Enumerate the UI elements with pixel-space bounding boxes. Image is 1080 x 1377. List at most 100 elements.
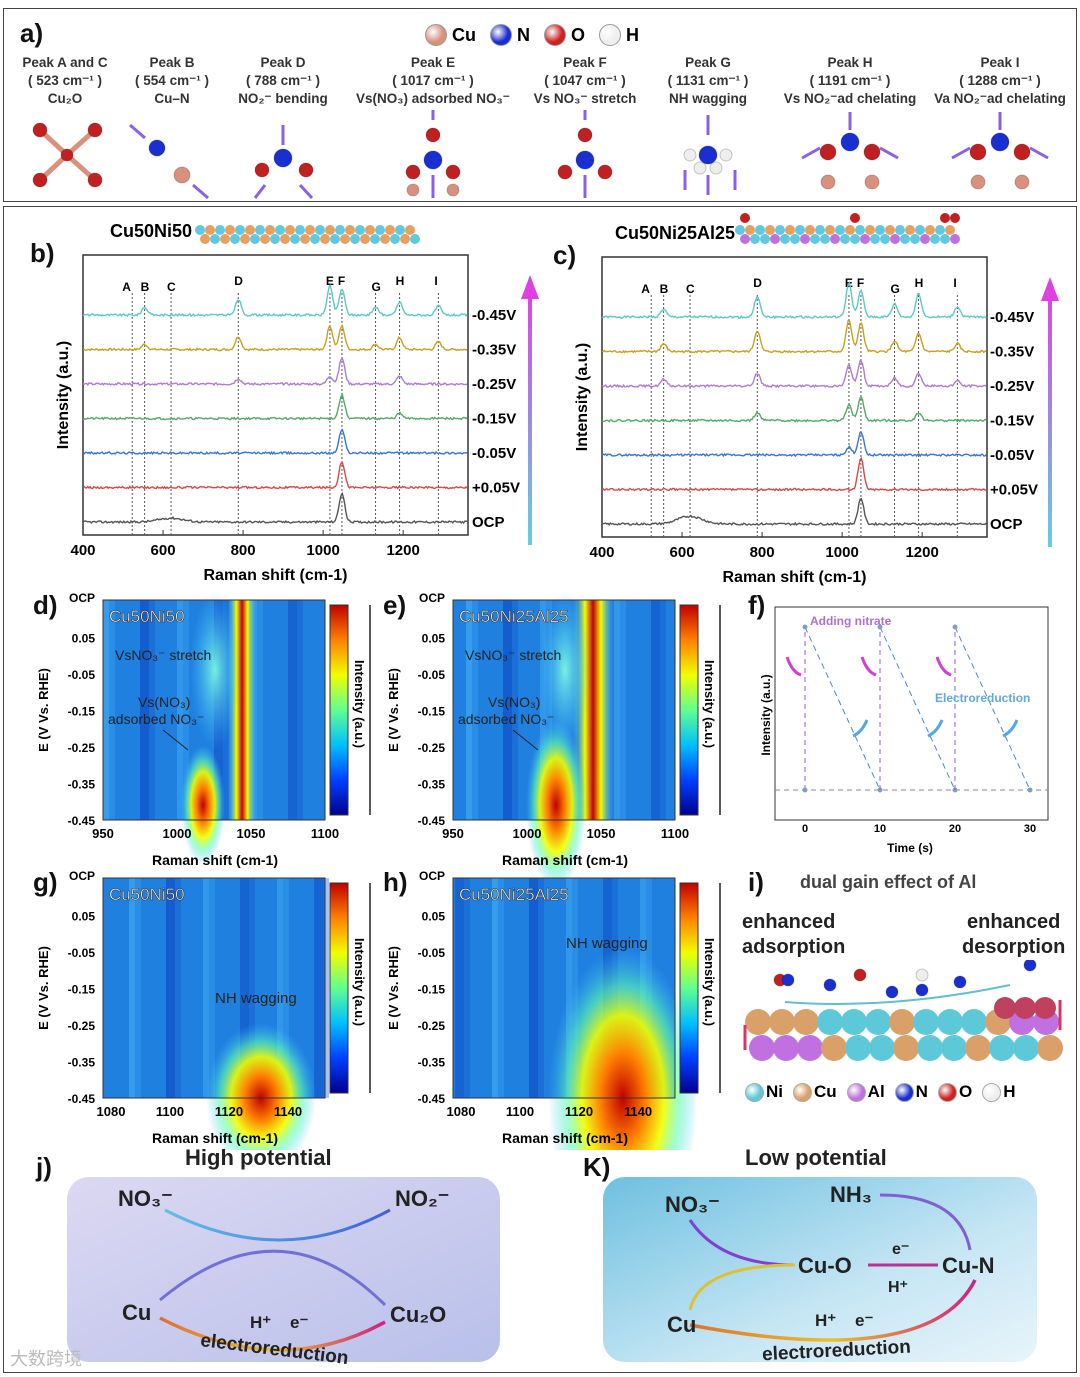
spectrum-trace bbox=[601, 319, 987, 354]
oxygen-atom bbox=[850, 213, 860, 223]
panel-k-label: K) bbox=[583, 1152, 611, 1182]
surface-atom bbox=[895, 225, 905, 235]
cyan-region bbox=[540, 590, 590, 750]
oxygen-atom bbox=[940, 213, 950, 223]
x-tick-label: 1050 bbox=[237, 826, 266, 841]
peak-desc: Va NO₂⁻ad chelating bbox=[934, 91, 1066, 106]
no3-label-k: NO₃⁻ bbox=[665, 1192, 720, 1217]
peak-letter: A bbox=[641, 282, 650, 296]
data-point bbox=[877, 624, 883, 630]
sample-label: Cu50Ni50 bbox=[109, 885, 185, 904]
heatmap-streak bbox=[529, 878, 544, 1098]
peak-title: Peak A and C bbox=[22, 55, 108, 70]
heatmap-streak bbox=[103, 600, 109, 820]
surface-atom bbox=[845, 225, 855, 235]
x-tick-label: 20 bbox=[949, 823, 961, 835]
legend-label: Ni bbox=[766, 1082, 783, 1101]
no2-label: NO₂⁻ bbox=[395, 1186, 449, 1211]
peak-1: Peak B ( 554 cm⁻¹ ) Cu–N bbox=[82, 54, 262, 108]
y-tick-label: 0.05 bbox=[72, 632, 96, 646]
arrow-electroreduction-j bbox=[159, 1316, 386, 1352]
surface-atom bbox=[830, 234, 840, 244]
heatmap-streak bbox=[129, 878, 135, 1098]
surface-atom bbox=[765, 225, 775, 235]
heatmap-streak bbox=[492, 878, 498, 1098]
surface-atom bbox=[860, 234, 870, 244]
heatmap-streak bbox=[166, 878, 175, 1098]
y-tick-label: -0.15 bbox=[68, 705, 96, 719]
potential-label: -0.25V bbox=[990, 378, 1034, 395]
decay-line bbox=[879, 626, 956, 791]
electron-label-j: e⁻ bbox=[290, 1313, 308, 1332]
panel-i-title: dual gain effect of Al bbox=[800, 872, 977, 892]
legend-label: Cu bbox=[814, 1082, 837, 1101]
surface-atom bbox=[290, 234, 300, 244]
annotation-pointer bbox=[512, 729, 539, 751]
peak-7: Peak I ( 1288 cm⁻¹ ) Va NO₂⁻ad chelating bbox=[910, 54, 1080, 108]
colorbar bbox=[329, 882, 349, 1094]
x-axis-label: Raman shift (cm-1) bbox=[203, 567, 347, 584]
potential-label: -0.15V bbox=[472, 411, 516, 428]
colorbar-label: Intensity (a.u.) bbox=[352, 938, 367, 1026]
surface-atom bbox=[735, 225, 745, 235]
surface-atom bbox=[340, 234, 350, 244]
data-point bbox=[802, 624, 808, 630]
nitrogen-atom bbox=[698, 145, 718, 165]
spectrum-trace bbox=[601, 281, 987, 320]
data-point bbox=[952, 624, 958, 630]
surface-atom bbox=[915, 225, 925, 235]
legend-label: O bbox=[958, 1082, 973, 1101]
atom-cu-icon bbox=[425, 24, 447, 46]
potential-gradient-arrow bbox=[528, 285, 532, 545]
electroreduction-arrow-icon bbox=[1002, 719, 1019, 738]
potential-label: -0.35V bbox=[472, 342, 516, 359]
surface-atom bbox=[770, 234, 780, 244]
surface-atom bbox=[295, 225, 305, 235]
peak-letter: G bbox=[891, 282, 900, 296]
surface-atom bbox=[380, 234, 390, 244]
atom bbox=[254, 162, 270, 178]
legend-item: O bbox=[544, 24, 585, 46]
cu2o-label: Cu₂O bbox=[390, 1302, 446, 1327]
sample-label: Cu50Ni50 bbox=[110, 221, 192, 241]
heatmap-streak bbox=[288, 600, 297, 820]
y-tick-label: -0.05 bbox=[418, 946, 446, 960]
sample-label: Cu50Ni25Al25 bbox=[459, 607, 569, 626]
surface-atom bbox=[855, 225, 865, 235]
surface-atom bbox=[930, 234, 940, 244]
x-axis-label: Raman shift (cm-1) bbox=[152, 852, 278, 868]
surface-atom bbox=[325, 225, 335, 235]
lower-atom bbox=[869, 1035, 895, 1061]
heatmap-streak bbox=[166, 878, 181, 1098]
legend-label: N bbox=[517, 24, 530, 45]
arrow-cu-to-cu2o bbox=[159, 1249, 387, 1307]
surface-atom bbox=[890, 234, 900, 244]
peak-6: Peak H ( 1191 cm⁻¹ ) Vs NO₂⁻ad chelating bbox=[760, 54, 940, 108]
y-axis-label: E (V Vs. RHE) bbox=[36, 668, 51, 752]
surface-atom bbox=[745, 225, 755, 235]
lower-atom bbox=[1037, 1035, 1063, 1061]
peak-letter: I bbox=[434, 274, 437, 288]
vibration-arrow-icon bbox=[1029, 146, 1049, 160]
surface-atom bbox=[265, 225, 275, 235]
surface-atom bbox=[355, 225, 365, 235]
colorbar bbox=[329, 604, 349, 816]
heatmap-streak bbox=[203, 878, 215, 1098]
heatmap-streak bbox=[503, 600, 518, 820]
y-tick-label: 0.05 bbox=[422, 910, 446, 924]
lower-atom bbox=[773, 1035, 799, 1061]
peak-desc: NH wagging bbox=[669, 91, 747, 106]
peak-letter: D bbox=[234, 274, 243, 288]
heatmap-streak bbox=[277, 878, 283, 1098]
nitrogen-atom bbox=[990, 132, 1010, 152]
arrow-head-icon bbox=[1041, 277, 1059, 301]
potential-label: OCP bbox=[472, 514, 505, 531]
legend-label: H bbox=[1003, 1082, 1016, 1101]
surface-atom bbox=[400, 234, 410, 244]
nitrate-arrow-icon bbox=[785, 656, 802, 677]
surface-atom bbox=[315, 225, 325, 235]
peak-title: Peak D bbox=[260, 55, 306, 70]
heatmap-streak bbox=[129, 878, 141, 1098]
oxygen-atom bbox=[32, 122, 48, 138]
